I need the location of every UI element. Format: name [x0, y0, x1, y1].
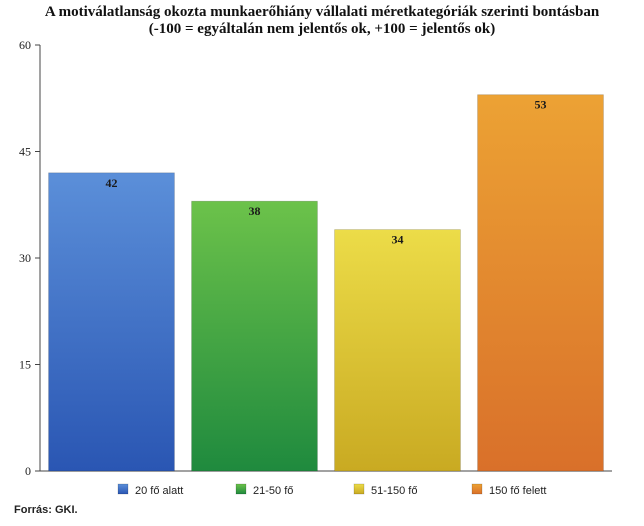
- data-label: 38: [249, 204, 261, 218]
- y-tick-label: 30: [19, 251, 31, 265]
- y-tick-label: 60: [19, 38, 31, 52]
- chart-title: A motiválatlanság okozta munkaerőhiány v…: [45, 4, 600, 20]
- data-label: 42: [106, 176, 118, 190]
- data-label: 34: [392, 233, 404, 247]
- chart-subtitle: (-100 = egyáltalán nem jelentős ok, +100…: [149, 21, 495, 37]
- legend-label: 150 fő felett: [489, 485, 547, 497]
- y-tick-label: 15: [19, 358, 31, 372]
- data-label: 53: [535, 98, 547, 112]
- legend-swatch: [353, 483, 365, 495]
- bar: [477, 94, 604, 472]
- legend-swatch: [117, 483, 129, 495]
- legend-swatch: [235, 483, 247, 495]
- y-tick-label: 45: [19, 145, 31, 159]
- legend-label: 20 fő alatt: [135, 485, 183, 497]
- bar: [334, 229, 461, 472]
- bars: [48, 94, 604, 472]
- legend-swatch: [471, 483, 483, 495]
- legend-label: 21-50 fő: [253, 485, 293, 497]
- source-note: Forrás: GKI.: [14, 504, 78, 516]
- legend: 20 fő alatt 21-50 fő 51-150 fő 150 fő felet…: [117, 483, 547, 497]
- y-tick-label: 0: [25, 464, 31, 478]
- bar: [48, 172, 175, 472]
- data-labels: 42 38 34 53: [106, 98, 547, 247]
- bar: [191, 200, 318, 472]
- legend-label: 51-150 fő: [371, 485, 417, 497]
